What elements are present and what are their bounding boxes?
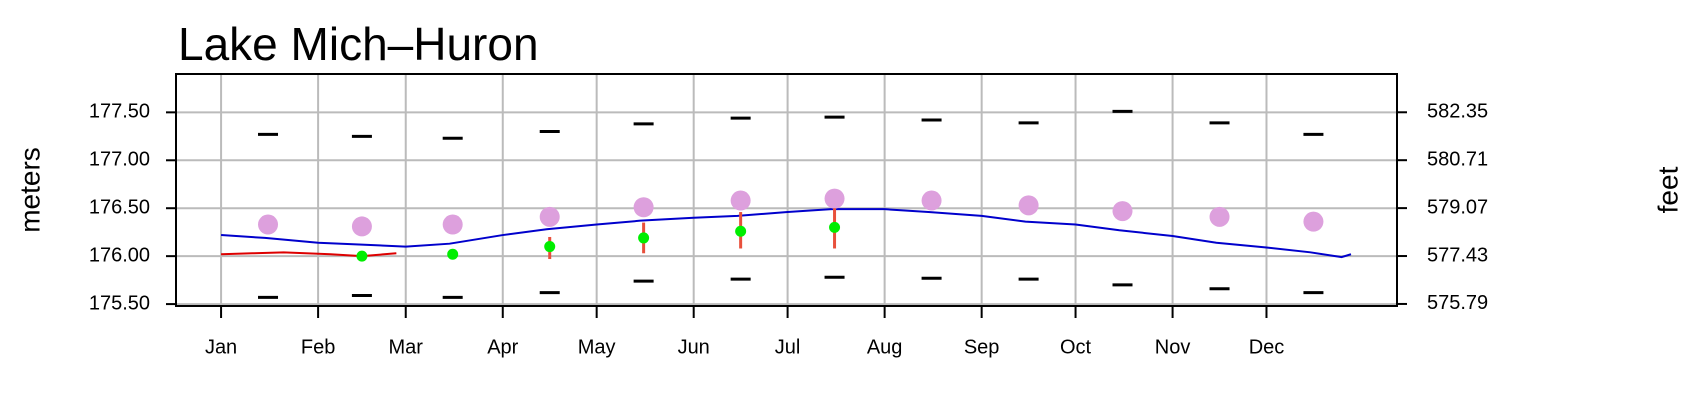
y2-tick-label: 582.35 [1427, 101, 1488, 123]
average-dot [539, 206, 560, 227]
average-dot [258, 214, 279, 235]
average-dot [1112, 201, 1133, 222]
y2-tick-label: 579.07 [1427, 196, 1488, 218]
forecast-point [735, 225, 747, 237]
forecast-point [638, 232, 650, 244]
y-tick-label: 177.50 [89, 101, 150, 123]
forecast-point [544, 241, 556, 253]
y2-axis-title: feet [1652, 166, 1683, 213]
y-tick-label: 176.50 [89, 196, 150, 218]
forecast-point [829, 221, 841, 233]
x-tick-label: Feb [301, 336, 335, 358]
x-tick-label: Dec [1249, 336, 1285, 358]
x-tick-label: Jul [775, 336, 801, 358]
average-dot [1018, 195, 1039, 216]
y2-tick-label: 575.79 [1427, 292, 1488, 314]
x-tick-label: Oct [1060, 336, 1092, 358]
average-dot [442, 214, 463, 235]
y-tick-label: 177.00 [89, 149, 150, 171]
average-dot [633, 197, 654, 218]
average-dot [1303, 211, 1324, 232]
forecast-point [356, 250, 368, 262]
average-dot [921, 190, 942, 211]
x-tick-label: Mar [389, 336, 424, 358]
plot-frame [175, 73, 1398, 307]
average-dot [1209, 206, 1230, 227]
x-tick-label: Sep [964, 336, 1000, 358]
x-tick-label: Jan [205, 336, 237, 358]
x-tick-label: Nov [1155, 336, 1191, 358]
y-axis-title: meters [14, 147, 45, 233]
y-tick-label: 175.50 [89, 292, 150, 314]
x-tick-label: Jun [678, 336, 710, 358]
average-dot [351, 216, 372, 237]
y-tick-label: 176.00 [89, 244, 150, 266]
line [221, 208, 1352, 259]
line [221, 251, 397, 258]
y2-tick-label: 580.71 [1427, 148, 1488, 170]
chart-title: Lake Mich–Huron [178, 18, 539, 70]
x-tick-label: Aug [867, 336, 903, 358]
forecast-point [447, 248, 459, 260]
x-tick-label: Apr [487, 336, 518, 358]
y2-tick-label: 577.43 [1427, 244, 1488, 266]
average-dot [824, 188, 845, 209]
average-dot [730, 190, 751, 211]
x-tick-label: May [578, 336, 616, 358]
